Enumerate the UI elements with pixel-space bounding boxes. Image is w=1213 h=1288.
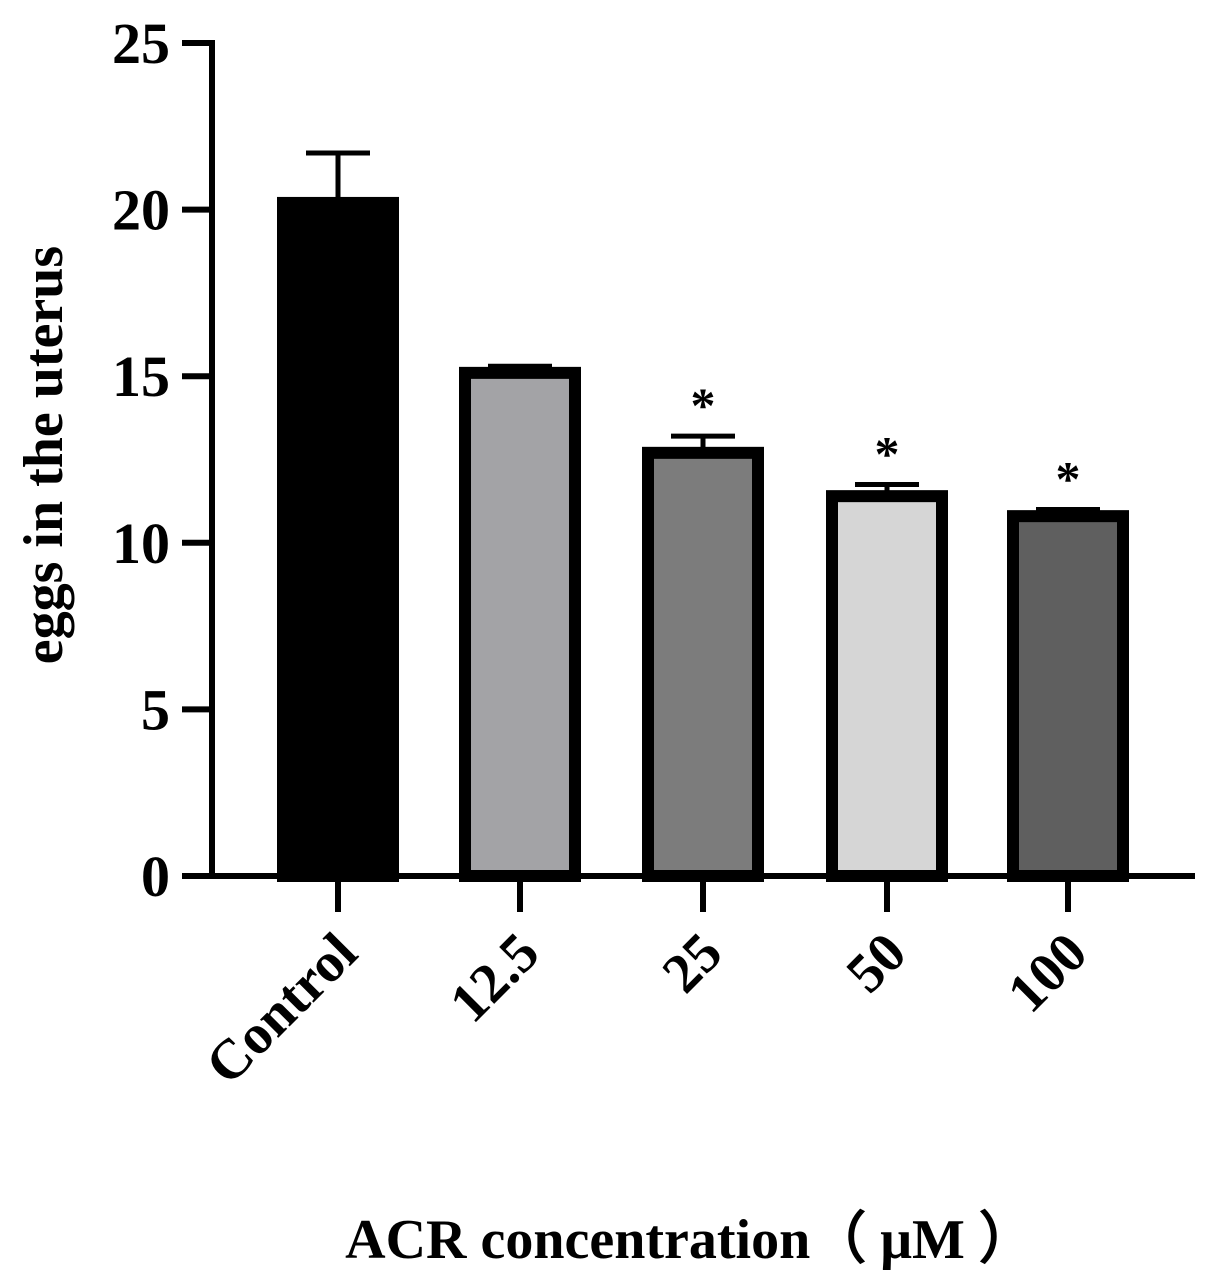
x-axis-title: ACR concentration（ μM ） (345, 1208, 1035, 1271)
bars-layer (277, 196, 1129, 883)
bar (826, 490, 948, 882)
axes-layer (182, 40, 1195, 912)
x-tick-label: 50 (835, 921, 918, 1004)
y-axis-title: eggs in the uterus (13, 246, 75, 664)
bar (1007, 510, 1129, 882)
y-tick-label: 25 (112, 11, 170, 76)
x-tick-label: 25 (651, 921, 734, 1004)
y-tick-label: 10 (112, 511, 170, 576)
x-tick-label: 100 (996, 921, 1099, 1024)
x-tick-label: Control (194, 921, 369, 1096)
labels-layer: 0 5 10 15 20 25 Control 12.5 25 * 50 * 100 * (112, 11, 1099, 1096)
y-tick-label: 5 (141, 677, 170, 742)
significance-mark: * (1056, 450, 1081, 506)
bar (459, 366, 581, 882)
y-tick-label: 20 (112, 178, 170, 243)
significance-mark: * (875, 425, 900, 481)
y-tick-label: 0 (141, 844, 170, 909)
bar (642, 446, 764, 882)
y-tick-label: 15 (112, 344, 170, 409)
bar (277, 196, 399, 883)
significance-mark: * (691, 377, 716, 433)
x-tick-label: 12.5 (438, 921, 551, 1034)
